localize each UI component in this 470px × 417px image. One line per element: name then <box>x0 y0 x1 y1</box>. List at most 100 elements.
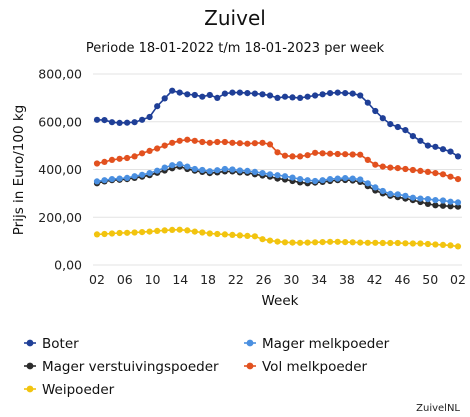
data-point[interactable] <box>116 155 123 162</box>
data-point[interactable] <box>372 107 379 115</box>
data-point[interactable] <box>327 90 334 97</box>
data-point[interactable] <box>334 175 341 182</box>
data-point[interactable] <box>259 170 266 177</box>
data-point[interactable] <box>154 145 161 152</box>
data-point[interactable] <box>229 139 236 146</box>
data-point[interactable] <box>161 164 168 171</box>
data-point[interactable] <box>394 165 401 172</box>
data-point[interactable] <box>417 137 424 144</box>
data-point[interactable] <box>297 94 304 101</box>
data-point[interactable] <box>312 239 319 246</box>
data-point[interactable] <box>236 140 243 147</box>
data-point[interactable] <box>146 113 153 121</box>
data-point[interactable] <box>409 240 416 247</box>
data-point[interactable] <box>229 166 236 173</box>
data-point[interactable] <box>244 90 251 97</box>
data-point[interactable] <box>154 167 161 174</box>
data-point[interactable] <box>236 167 243 174</box>
data-point[interactable] <box>206 168 213 175</box>
data-point[interactable] <box>289 174 296 181</box>
data-point[interactable] <box>108 119 116 126</box>
data-point[interactable] <box>199 229 206 236</box>
data-point[interactable] <box>131 119 138 126</box>
data-point[interactable] <box>108 230 116 237</box>
data-point[interactable] <box>387 164 394 171</box>
data-point[interactable] <box>402 192 409 199</box>
data-point[interactable] <box>169 139 176 146</box>
data-point[interactable] <box>139 229 146 236</box>
data-point[interactable] <box>342 90 349 97</box>
data-point[interactable] <box>304 152 311 159</box>
data-point[interactable] <box>244 232 251 239</box>
data-point[interactable] <box>214 138 221 146</box>
data-point[interactable] <box>199 93 206 100</box>
data-point[interactable] <box>327 150 334 157</box>
data-point[interactable] <box>424 240 431 248</box>
data-point[interactable] <box>139 116 146 123</box>
data-point[interactable] <box>454 176 462 183</box>
legend-item[interactable]: Mager verstuivingspoeder <box>24 359 219 375</box>
data-point[interactable] <box>214 167 221 174</box>
data-point[interactable] <box>214 230 221 238</box>
data-point[interactable] <box>251 233 258 240</box>
data-point[interactable] <box>184 227 191 234</box>
data-point[interactable] <box>364 239 371 246</box>
data-point[interactable] <box>191 137 198 144</box>
data-point[interactable] <box>432 241 439 248</box>
data-point[interactable] <box>199 138 206 146</box>
data-point[interactable] <box>409 194 416 201</box>
data-point[interactable] <box>266 92 274 99</box>
data-point[interactable] <box>297 176 304 183</box>
data-point[interactable] <box>93 178 101 185</box>
data-point[interactable] <box>394 191 401 198</box>
data-point[interactable] <box>251 90 258 97</box>
data-point[interactable] <box>259 236 266 243</box>
legend-item[interactable]: Boter <box>24 336 79 352</box>
data-point[interactable] <box>304 93 311 100</box>
data-point[interactable] <box>312 92 319 99</box>
data-point[interactable] <box>447 148 454 155</box>
data-point[interactable] <box>206 91 213 99</box>
data-point[interactable] <box>139 171 146 178</box>
data-point[interactable] <box>372 239 379 246</box>
data-point[interactable] <box>191 228 198 235</box>
data-point[interactable] <box>251 168 258 175</box>
data-point[interactable] <box>169 87 176 94</box>
data-point[interactable] <box>161 95 168 102</box>
data-point[interactable] <box>454 203 462 210</box>
data-point[interactable] <box>124 119 131 126</box>
data-point[interactable] <box>454 243 462 250</box>
data-point[interactable] <box>439 197 447 204</box>
data-point[interactable] <box>154 227 161 234</box>
data-point[interactable] <box>281 93 289 100</box>
data-point[interactable] <box>236 89 243 96</box>
data-point[interactable] <box>146 228 153 235</box>
data-point[interactable] <box>357 239 364 246</box>
data-point[interactable] <box>259 91 266 98</box>
data-point[interactable] <box>199 166 206 174</box>
data-point[interactable] <box>432 143 439 150</box>
data-point[interactable] <box>334 89 341 96</box>
data-point[interactable] <box>221 90 228 97</box>
data-point[interactable] <box>394 239 401 247</box>
data-point[interactable] <box>319 150 326 157</box>
data-point[interactable] <box>402 165 409 173</box>
data-point[interactable] <box>281 239 289 246</box>
data-point[interactable] <box>447 198 454 205</box>
data-point[interactable] <box>124 229 131 236</box>
data-point[interactable] <box>191 91 198 99</box>
data-point[interactable] <box>304 239 311 246</box>
data-point[interactable] <box>312 149 319 156</box>
data-point[interactable] <box>364 99 371 106</box>
data-point[interactable] <box>184 136 191 143</box>
data-point[interactable] <box>274 94 281 101</box>
data-point[interactable] <box>101 177 108 184</box>
data-point[interactable] <box>387 190 394 197</box>
data-point[interactable] <box>274 172 281 179</box>
data-point[interactable] <box>274 149 281 156</box>
data-point[interactable] <box>304 177 311 184</box>
data-point[interactable] <box>206 230 213 237</box>
data-point[interactable] <box>176 89 183 96</box>
data-point[interactable] <box>417 195 424 202</box>
data-point[interactable] <box>139 150 146 157</box>
